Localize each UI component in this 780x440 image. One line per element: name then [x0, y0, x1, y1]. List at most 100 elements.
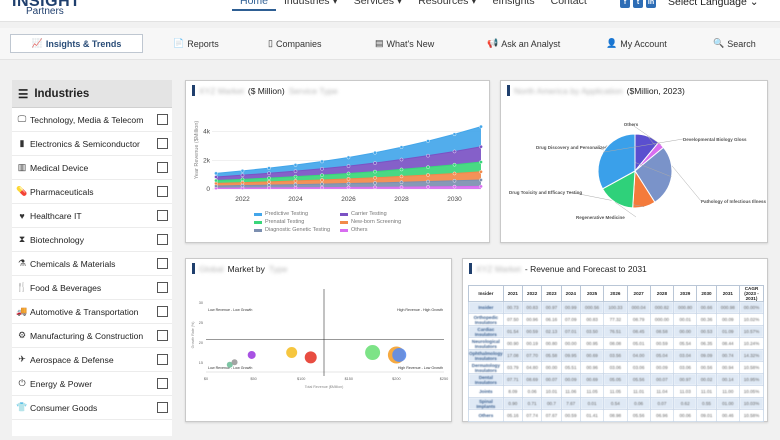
- industry-icon: 💊: [16, 186, 28, 196]
- legend-item[interactable]: Prenatal Testing: [254, 219, 340, 225]
- data-point: [214, 178, 218, 183]
- tab-insights-trends[interactable]: 📈 Insights & Trends: [10, 34, 143, 53]
- sidebar-item-label: Manufacturing & Construction: [30, 330, 144, 341]
- sidebar-item[interactable]: ⚗ Chemicals & Materials: [12, 252, 172, 276]
- table-cell: 08.69: [521, 373, 543, 386]
- industry-checkbox[interactable]: [157, 210, 168, 221]
- facebook-icon[interactable]: f: [620, 0, 630, 8]
- table-cell: 11.05: [579, 385, 605, 398]
- pie-slice-label: Others: [624, 122, 639, 127]
- nav-resources-link[interactable]: Resources ▾: [418, 0, 477, 7]
- industry-checkbox[interactable]: [157, 258, 168, 269]
- data-point: [214, 175, 218, 179]
- sidebar-item-label: Chemicals & Materials: [30, 258, 116, 269]
- legend-item[interactable]: New-born Screening: [340, 219, 426, 225]
- language-selector[interactable]: Select Language ⌄: [668, 0, 759, 8]
- table-cell: 07.01: [560, 325, 581, 338]
- tab-whats-new[interactable]: ▤ What's New: [375, 34, 434, 53]
- sidebar-item[interactable]: ▮ Electronics & Semiconductor: [12, 132, 172, 156]
- industry-checkbox[interactable]: [157, 282, 168, 293]
- tab-search[interactable]: 🔍 Search: [713, 34, 756, 53]
- sidebar-item[interactable]: ♥ Healthcare IT: [12, 204, 172, 228]
- tab-my-account[interactable]: 👤 My Account: [606, 34, 667, 53]
- sidebar-item[interactable]: 🚚 Automotive & Transportation: [12, 300, 172, 324]
- industry-checkbox[interactable]: [157, 234, 168, 245]
- megaphone-icon: 📢: [487, 38, 499, 48]
- table-cell: 11.01: [696, 385, 717, 398]
- sidebar-item[interactable]: ⧗ Biotechnology: [12, 228, 172, 252]
- tab-reports-label: Reports: [187, 38, 219, 49]
- industry-checkbox[interactable]: [157, 330, 168, 341]
- table-cell: 06.96: [649, 409, 675, 422]
- nav-contact-link[interactable]: Contact: [550, 0, 587, 7]
- industry-checkbox[interactable]: [157, 162, 168, 173]
- data-point: [320, 159, 324, 164]
- table-cell: 00.00: [673, 325, 698, 338]
- table-cell: 00.53: [696, 325, 717, 338]
- forecast-title-blurred: XYZ Market: [476, 263, 521, 274]
- social-links: f t in: [620, 0, 656, 8]
- data-point: [426, 185, 430, 189]
- industry-icon: ✈: [18, 354, 26, 364]
- industry-checkbox[interactable]: [157, 378, 168, 389]
- table-cell: 03.06: [673, 361, 698, 374]
- table-cell: 00.97: [541, 301, 562, 314]
- sidebar-item-label: Technology, Media & Telecom: [30, 114, 144, 125]
- industry-checkbox[interactable]: [157, 186, 168, 197]
- data-point: [399, 145, 404, 150]
- data-point: [452, 132, 457, 137]
- industry-icon: 🍴: [16, 282, 28, 292]
- table-cell: 08.98: [603, 409, 628, 422]
- bubble-point: [231, 359, 238, 366]
- sidebar-item[interactable]: 👕 Consumer Goods: [12, 396, 172, 420]
- table-cell: 10.05%: [739, 385, 764, 398]
- market-size-title-clear: ($ Million): [247, 85, 285, 96]
- pie-leader-line: [630, 123, 662, 146]
- brand-logo[interactable]: INSIGHT Partners: [12, 0, 80, 17]
- table-cell: 00.7: [541, 397, 562, 410]
- legend-item[interactable]: Carrier Testing: [340, 211, 426, 217]
- legend-item[interactable]: Diagnostic Genetic Testing: [254, 227, 340, 233]
- sidebar-item[interactable]: ✈ Aerospace & Defense: [12, 348, 172, 372]
- sidebar-item-label: Consumer Goods: [30, 402, 98, 413]
- market-size-title-blurred-a: XYZ Market: [199, 85, 244, 96]
- nav-einsights-link[interactable]: eInsights: [492, 0, 535, 7]
- table-cell: 00.94: [715, 361, 741, 374]
- global-type-title-blurred-a: Global: [199, 263, 224, 274]
- sidebar-item[interactable]: ▥ Medical Device: [12, 156, 172, 180]
- sidebar-item[interactable]: 💊 Pharmaceuticals: [12, 180, 172, 204]
- tab-companies[interactable]: ▯ Companies: [268, 34, 321, 53]
- bubble-point: [226, 361, 233, 368]
- data-point: [293, 163, 298, 167]
- industry-checkbox[interactable]: [157, 402, 168, 413]
- x-tick-label: $150: [345, 377, 353, 381]
- industry-checkbox[interactable]: [157, 306, 168, 317]
- sidebar-item[interactable]: 🖵 Technology, Media & Telecom: [12, 108, 172, 132]
- sidebar-item[interactable]: ⚙ Manufacturing & Construction: [12, 324, 172, 348]
- table-cell: 76.51: [603, 325, 628, 338]
- sidebar-item[interactable]: ⏻ Energy & Power: [12, 372, 172, 396]
- sidebar-item[interactable]: 🍴 Food & Beverages: [12, 276, 172, 300]
- table-cell: 08.44: [715, 337, 741, 350]
- legend-item[interactable]: Predictive Testing: [254, 211, 340, 217]
- tab-ask-analyst[interactable]: 📢 Ask an Analyst: [487, 34, 560, 53]
- industry-checkbox[interactable]: [157, 354, 168, 365]
- linkedin-icon[interactable]: in: [646, 0, 656, 8]
- pie-slice-label: Regenerative Medicine: [576, 215, 625, 220]
- data-point: [293, 169, 298, 173]
- nav-services-link[interactable]: Services ▾: [353, 0, 403, 7]
- table-cell: 11.01: [626, 385, 651, 398]
- industry-checkbox[interactable]: [157, 138, 168, 149]
- table-cell: 01.54: [502, 325, 524, 338]
- twitter-icon[interactable]: t: [633, 0, 643, 8]
- nav-industries-link[interactable]: Industries ▾: [284, 0, 338, 7]
- tab-reports[interactable]: 📄 Reports: [173, 34, 219, 53]
- sidebar-item-label: Automotive & Transportation: [30, 306, 139, 317]
- data-point: [346, 164, 351, 168]
- legend-item[interactable]: Others: [340, 227, 426, 233]
- nav-home-link[interactable]: Home: [232, 0, 277, 11]
- table-cell: 00.59: [521, 325, 543, 338]
- table-cell: 00.46: [715, 409, 741, 422]
- legend-swatch: [340, 220, 348, 224]
- industry-checkbox[interactable]: [157, 114, 168, 125]
